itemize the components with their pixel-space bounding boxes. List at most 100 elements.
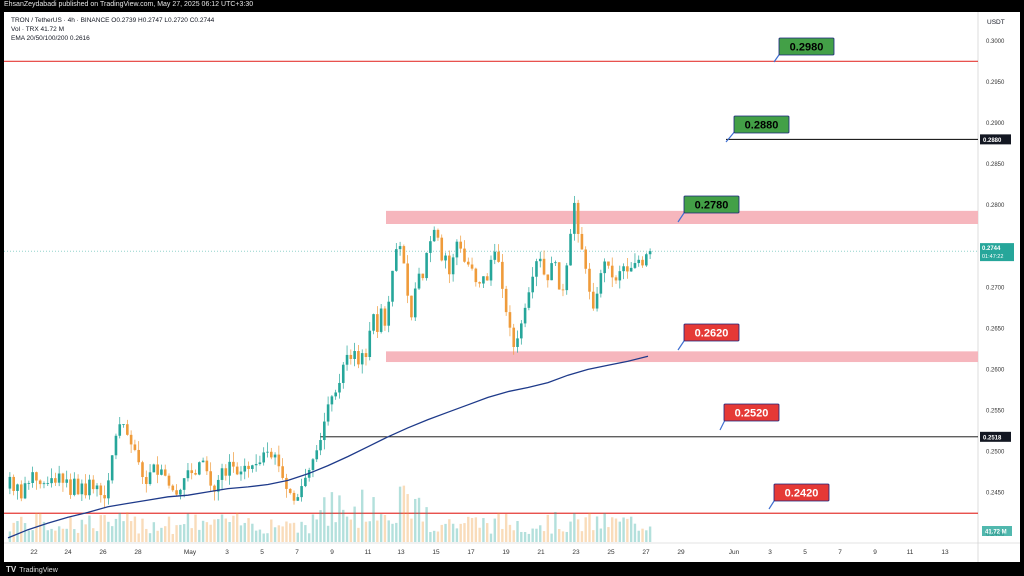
chart-background <box>4 12 1020 562</box>
volume-bar <box>557 529 561 542</box>
candle-body <box>95 485 99 490</box>
candle-body <box>137 449 140 463</box>
candle-body <box>334 392 337 397</box>
time-tick-label: 21 <box>537 549 545 556</box>
volume-bar <box>133 516 137 542</box>
candle-body <box>91 479 95 490</box>
volume-bar <box>99 515 103 542</box>
candle-body <box>629 267 633 272</box>
candle-body <box>546 274 550 281</box>
volume-bar <box>171 533 174 542</box>
volume-bar <box>194 514 197 542</box>
volume-bar <box>482 518 485 542</box>
candle-body <box>69 479 72 495</box>
publisher-line: EhsanZeydabadi published on TradingView.… <box>4 1 254 8</box>
candle-body <box>198 462 201 475</box>
candle-body <box>163 469 167 476</box>
time-tick-label: 5 <box>803 549 807 556</box>
price-chart[interactable]: USDT0.30000.29500.29000.28500.28000.2750… <box>4 12 1020 562</box>
volume-bar <box>80 519 84 542</box>
candle-body <box>508 312 512 328</box>
time-tick-label: 29 <box>677 549 685 556</box>
candle-body <box>57 473 61 483</box>
annotation-box <box>683 323 740 342</box>
volume-bar <box>410 518 413 542</box>
volume-bar <box>576 519 580 542</box>
candle-body <box>523 307 527 324</box>
candle-body <box>262 452 266 463</box>
volume-bar <box>569 521 572 542</box>
candle-body <box>349 354 353 359</box>
volume-bar <box>478 527 481 542</box>
volume-bar <box>258 529 262 542</box>
candle-body <box>254 463 258 466</box>
candle-body <box>205 460 209 472</box>
candle-body <box>459 241 462 249</box>
volume-bar <box>73 529 76 542</box>
volume-bar <box>648 526 652 542</box>
volume-bar <box>417 497 421 542</box>
candle-body <box>243 465 247 472</box>
candle-body <box>171 485 175 491</box>
volume-bar <box>292 522 296 542</box>
volume-bar <box>459 523 462 542</box>
volume-bar <box>186 513 190 542</box>
candle-body <box>201 460 205 463</box>
candle-body <box>8 476 12 489</box>
volume-bar <box>148 533 152 542</box>
volume-bar <box>448 519 451 542</box>
candle-body <box>538 258 542 262</box>
volume-bar <box>357 527 360 542</box>
candle-body <box>141 462 144 478</box>
candle-body <box>152 464 156 473</box>
volume-bar <box>23 523 27 542</box>
candle-body <box>584 249 588 269</box>
volume-bar <box>31 530 34 542</box>
volume-bar <box>118 512 121 542</box>
volume-bar <box>629 516 633 542</box>
candle-body <box>114 435 118 456</box>
candle-body <box>489 259 493 281</box>
candle-body <box>535 261 538 277</box>
annotation-text: 0.2980 <box>790 42 824 54</box>
publisher-bar: EhsanZeydabadi published on TradingView.… <box>0 0 1024 12</box>
candle-body <box>72 478 76 495</box>
chart-frame[interactable]: USDT0.30000.29500.29000.28500.28000.2750… <box>4 12 1020 562</box>
volume-bar <box>345 516 349 542</box>
volume-bar <box>641 528 644 542</box>
candle-body <box>614 277 618 281</box>
volume-bar <box>266 533 269 542</box>
candle-body <box>247 465 250 469</box>
candle-body <box>338 382 341 393</box>
tradingview-logo[interactable]: TV TradingView <box>6 565 58 574</box>
candle-body <box>216 479 220 492</box>
candle-body <box>357 351 360 365</box>
volume-bar <box>92 528 95 542</box>
candle-body <box>561 289 565 291</box>
time-tick-label: 3 <box>768 549 772 556</box>
volume-bar <box>84 524 87 542</box>
price-tick-label: 0.2850 <box>986 162 1005 168</box>
candle-body <box>565 265 569 291</box>
volume-bar <box>126 512 129 542</box>
volume-bar <box>307 533 311 542</box>
time-tick-label: 11 <box>365 549 372 556</box>
volume-bar <box>584 517 587 542</box>
candle-body <box>224 468 228 476</box>
volume-badge <box>982 526 1012 536</box>
volume-bar <box>243 522 246 542</box>
candle-body <box>156 464 159 475</box>
volume-bar <box>167 516 171 542</box>
annotation-box <box>773 483 830 502</box>
candle-body <box>482 276 485 284</box>
time-tick-label: 11 <box>907 549 914 556</box>
candle-body <box>311 459 315 470</box>
candle-body <box>239 471 243 475</box>
candle-body <box>61 473 65 483</box>
volume-bar <box>561 531 565 542</box>
volume-bar <box>489 533 493 542</box>
volume-bar <box>296 532 299 542</box>
volume-bar <box>516 521 519 542</box>
candle-body <box>387 301 391 326</box>
candle-body <box>38 480 42 485</box>
